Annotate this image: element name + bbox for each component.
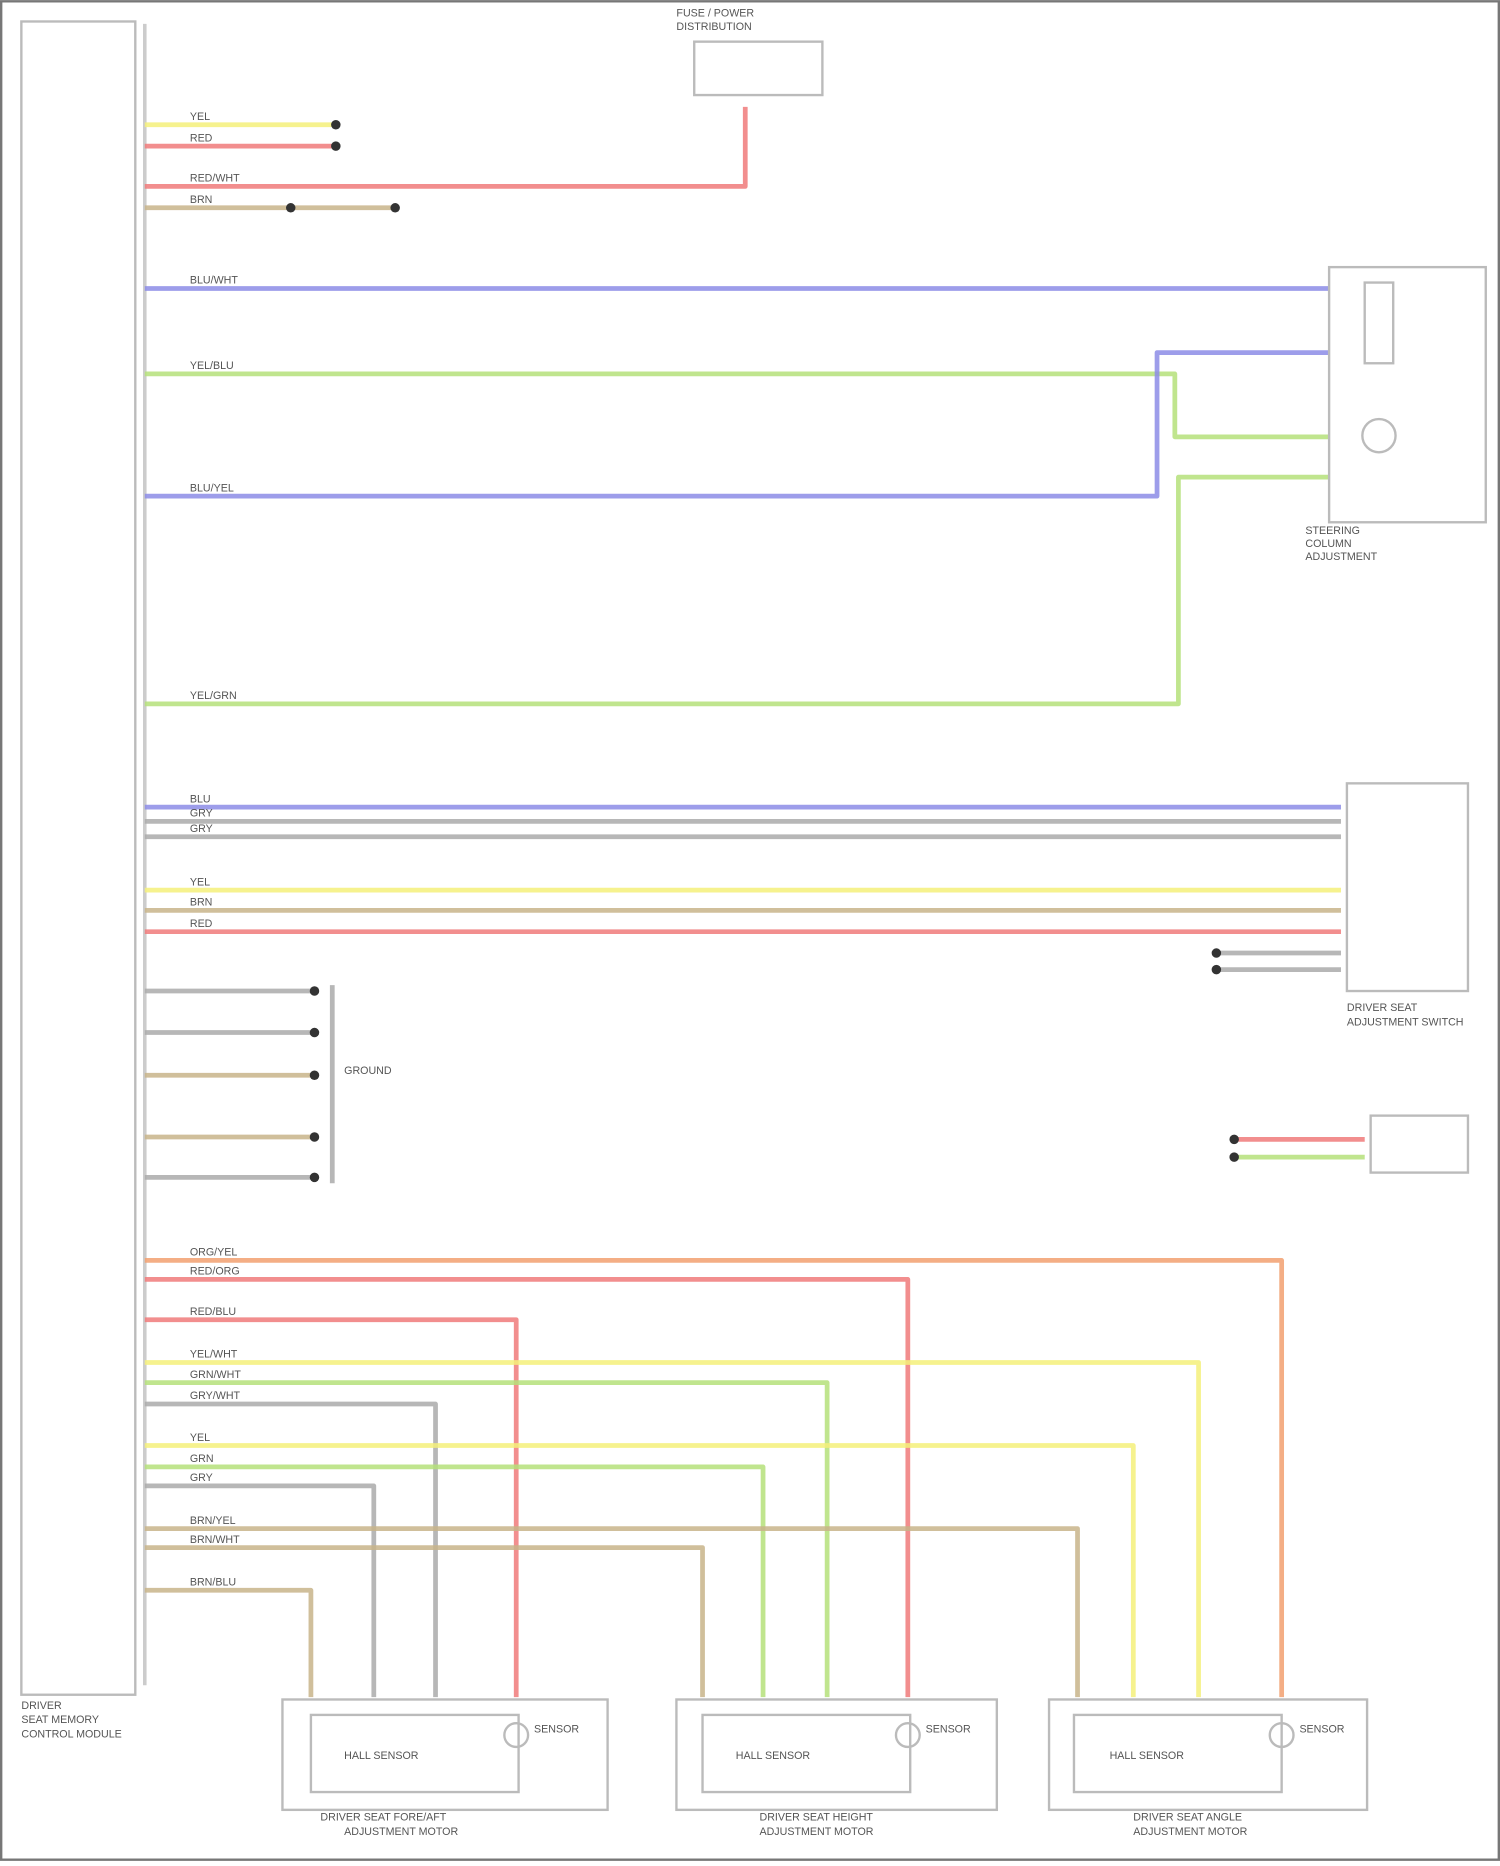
sensor-icon: [894, 1722, 921, 1749]
wire-label: GRY: [190, 1472, 213, 1484]
motor-2: HALL SENSOR SENSOR DRIVER SEAT HEIGHT AD…: [675, 1698, 999, 1838]
steering-sensor: [1363, 281, 1395, 365]
wire-w20: [144, 1401, 438, 1698]
wire-label: BRN/WHT: [190, 1534, 240, 1546]
wire-w21: [144, 1443, 1136, 1698]
wire-label: BRN: [190, 194, 213, 206]
wire-label: BRN: [190, 897, 213, 909]
wire-w15: [144, 1258, 1285, 1698]
steering-label-1: STEERING: [1305, 525, 1360, 537]
svg-text:HALL SENSOR: HALL SENSOR: [344, 1750, 419, 1762]
svg-text:ADJUSTMENT MOTOR: ADJUSTMENT MOTOR: [759, 1826, 873, 1838]
splice-dot: [309, 1172, 320, 1183]
sensor-icon: [1268, 1722, 1295, 1749]
ground-component-box: [1369, 1114, 1470, 1174]
seat-switch-label-2: ADJUSTMENT SWITCH: [1347, 1016, 1464, 1028]
wire-label: GRY/WHT: [190, 1390, 241, 1402]
svg-text:HALL SENSOR: HALL SENSOR: [1110, 1750, 1185, 1762]
wire-label: RED/WHT: [190, 173, 240, 185]
splice-dot: [1211, 948, 1222, 958]
control-module-box: [20, 20, 137, 1696]
motor-3: HALL SENSOR SENSOR DRIVER SEAT ANGLE ADJ…: [1047, 1698, 1369, 1838]
sensor-icon: [503, 1722, 530, 1749]
wire-w3: [144, 106, 748, 189]
wire-w16: [144, 1277, 911, 1698]
svg-text:ADJUSTMENT MOTOR: ADJUSTMENT MOTOR: [344, 1826, 458, 1838]
wire-label: GRN/WHT: [190, 1369, 241, 1381]
splice-dot: [1229, 1152, 1239, 1162]
wire-w26: [144, 1587, 314, 1698]
wire-w25: [144, 1545, 705, 1698]
wire-label: YEL: [190, 111, 210, 123]
motor-1: HALL SENSOR SENSOR DRIVER SEAT FORE/AFT …: [281, 1698, 609, 1838]
steering-label-3: ADJUSTMENT: [1305, 551, 1377, 563]
svg-text:ADJUSTMENT MOTOR: ADJUSTMENT MOTOR: [1133, 1826, 1247, 1838]
svg-text:SENSOR: SENSOR: [926, 1724, 971, 1736]
wire-w23: [144, 1483, 377, 1698]
splice-dot: [309, 986, 320, 996]
splice-dot: [285, 203, 296, 213]
fuse-box: [693, 40, 824, 97]
wire-label: ORG/YEL: [190, 1247, 238, 1259]
wire-label: GRN: [190, 1453, 214, 1465]
wire-w17: [144, 1317, 519, 1698]
wire-label: YEL: [190, 876, 210, 888]
splice-dot: [1229, 1134, 1239, 1145]
svg-text:SENSOR: SENSOR: [1299, 1724, 1344, 1736]
wire-w7: [144, 350, 1330, 499]
wire-w8: [144, 474, 1330, 707]
wire-label: YEL/BLU: [190, 360, 234, 372]
svg-text:HALL SENSOR: HALL SENSOR: [736, 1750, 811, 1762]
wire-label: BLU/YEL: [190, 482, 234, 494]
splice-dot: [390, 203, 400, 213]
module-label-2: SEAT MEMORY: [21, 1714, 99, 1726]
wire-label: YEL/GRN: [190, 690, 237, 702]
svg-text:DRIVER SEAT HEIGHT: DRIVER SEAT HEIGHT: [759, 1812, 873, 1824]
wire-label: RED/BLU: [190, 1306, 236, 1318]
wire-label: BRN/YEL: [190, 1515, 236, 1527]
wire-label: GRY: [190, 823, 213, 835]
ground-label: GROUND: [344, 1065, 392, 1077]
svg-text:DRIVER SEAT FORE/AFT: DRIVER SEAT FORE/AFT: [320, 1812, 446, 1824]
wire-label: RED/ORG: [190, 1266, 240, 1278]
fuse-label-1: FUSE / POWER: [676, 8, 754, 20]
wire-label: YEL/WHT: [190, 1349, 238, 1361]
svg-text:DRIVER SEAT ANGLE: DRIVER SEAT ANGLE: [1133, 1812, 1242, 1824]
wires: YEL RED RED/WHT BRN BLU/WHT YEL/BLU BLU/YEL YEL…: [144, 106, 1365, 1698]
fuse-label-2: DISTRIBUTION: [676, 21, 751, 33]
seat-switch-label-1: DRIVER SEAT: [1347, 1002, 1418, 1014]
wire-label: BLU/WHT: [190, 275, 239, 287]
wire-w24: [144, 1526, 1080, 1698]
steering-label-2: COLUMN: [1305, 538, 1351, 550]
splice-dot: [331, 119, 341, 130]
module-label-3: CONTROL MODULE: [21, 1728, 121, 1740]
wire-label: YEL: [190, 1432, 210, 1444]
splice-dot: [309, 1027, 320, 1038]
svg-text:SENSOR: SENSOR: [534, 1724, 579, 1736]
wire-label: BRN/BLU: [190, 1577, 236, 1589]
wire-label: BLU: [190, 793, 211, 805]
seat-switch-box: [1345, 782, 1470, 993]
wire-w19: [144, 1380, 830, 1698]
wire-w22: [144, 1464, 766, 1698]
module-label-1: DRIVER: [21, 1700, 62, 1712]
splice-dot: [1211, 964, 1222, 975]
wire-w6: [144, 371, 1330, 440]
splice-dot: [309, 1070, 320, 1081]
splice-dot: [331, 141, 341, 151]
wire-label: RED: [190, 132, 213, 144]
wire-w18: [144, 1360, 1201, 1698]
splice-dot: [309, 1132, 320, 1142]
steering-component-box: [1327, 265, 1487, 524]
wire-label: GRY: [190, 808, 213, 820]
wire-label: RED: [190, 918, 213, 930]
steering-motor-icon: [1361, 417, 1397, 454]
